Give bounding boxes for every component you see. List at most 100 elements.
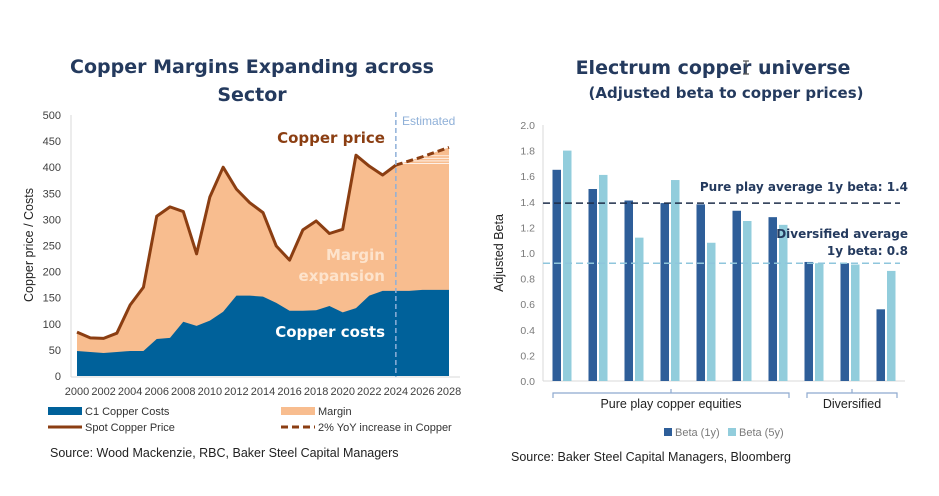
legend-label-margin: Margin <box>318 406 352 418</box>
left-source: Source: Wood Mackenzie, RBC, Baker Steel… <box>50 446 399 460</box>
right-legend: Beta (1y) Beta (5y) <box>664 427 784 439</box>
left-x-tick-label: 2006 <box>144 386 168 398</box>
bar-beta-1y <box>876 309 885 381</box>
legend-swatch-costs <box>48 407 82 415</box>
bar-beta-1y <box>696 204 705 381</box>
left-line-layer <box>76 145 450 340</box>
legend-swatch-beta-1y <box>664 428 672 436</box>
bar-beta-1y <box>804 261 813 381</box>
bar-beta-5y <box>887 270 896 381</box>
bar-beta-5y <box>599 174 608 381</box>
right-y-tick-label: 1.8 <box>520 146 535 158</box>
bar-beta-1y <box>732 210 741 381</box>
group-bracket <box>806 389 898 398</box>
left-y-tick-label: 0 <box>55 371 61 383</box>
electrum-beta-chart: Electrum copper universe (Adjusted beta … <box>492 57 908 464</box>
legend-swatch-margin <box>281 407 315 415</box>
right-bars-layer <box>552 150 896 381</box>
right-y-tick-label: 1.4 <box>520 197 535 209</box>
right-y-ticks: 0.0 0.2 0.4 0.6 0.8 1.0 1.2 1.4 1.6 1.8 2.0 <box>520 120 535 388</box>
bar-beta-1y <box>840 263 849 381</box>
bar-beta-5y <box>707 242 716 381</box>
left-x-tick-label: 2026 <box>410 386 434 398</box>
bar-beta-5y <box>635 237 644 381</box>
legend-label-beta-5y: Beta (5y) <box>739 427 784 439</box>
left-y-tick-label: 50 <box>49 345 61 357</box>
right-y-tick-label: 1.0 <box>520 248 535 260</box>
bar-beta-5y <box>743 221 752 381</box>
bar-beta-5y <box>671 180 680 381</box>
spot-copper-price-line <box>76 153 397 340</box>
bar-beta-5y <box>563 150 572 381</box>
left-chart-title-line2: Sector <box>217 84 287 106</box>
left-x-tick-label: 2016 <box>277 386 301 398</box>
copper-costs-area <box>77 289 449 376</box>
right-source: Source: Baker Steel Capital Managers, Bl… <box>511 450 791 464</box>
text-cursor-icon <box>743 60 749 75</box>
right-y-tick-label: 0.0 <box>520 376 535 388</box>
pure-play-average-label: Pure play average 1y beta: 1.4 <box>700 180 908 194</box>
right-y-tick-label: 0.8 <box>520 274 535 286</box>
left-y-tick-label: 150 <box>43 293 61 305</box>
left-y-tick-label: 300 <box>43 214 61 226</box>
left-y-tick-label: 400 <box>43 162 61 174</box>
reference-lines <box>543 202 900 264</box>
left-x-tick-label: 2028 <box>437 386 461 398</box>
legend-swatch-beta-5y <box>728 428 736 436</box>
legend-label-beta-1y: Beta (1y) <box>675 427 720 439</box>
right-y-axis-label: Adjusted Beta <box>492 214 506 292</box>
diversified-average-label-line2: 1y beta: 0.8 <box>827 244 908 258</box>
right-chart-title: Electrum copper universe <box>576 57 851 79</box>
left-y-tick-label: 350 <box>43 188 61 200</box>
bar-beta-5y <box>815 263 824 381</box>
left-y-tick-label: 500 <box>43 110 61 122</box>
bar-beta-5y <box>779 224 788 381</box>
bar-beta-1y <box>624 200 633 381</box>
group-label: Diversified <box>823 397 881 411</box>
left-x-tick-label: 2014 <box>251 386 275 398</box>
left-x-tick-label: 2022 <box>357 386 381 398</box>
right-y-tick-label: 0.4 <box>520 325 535 337</box>
right-y-tick-label: 1.6 <box>520 171 535 183</box>
right-y-tick-label: 2.0 <box>520 120 535 132</box>
group-label: Pure play copper equities <box>600 397 741 411</box>
left-y-ticks: 0 50 100 150 200 250 300 350 400 450 500 <box>43 110 61 383</box>
margin-annotation-line1: Margin <box>326 246 385 264</box>
bar-beta-1y <box>660 203 669 381</box>
legend-label-spot-price: Spot Copper Price <box>85 422 175 434</box>
copper-price-annotation: Copper price <box>277 129 385 147</box>
diversified-average-label-line1: Diversified average <box>776 227 908 241</box>
left-x-tick-label: 2002 <box>91 386 115 398</box>
category-groups: Pure play copper equities Diversified <box>552 389 898 411</box>
bar-beta-5y <box>851 264 860 381</box>
margin-annotation-line2: expansion <box>299 267 385 285</box>
legend-label-2pct: 2% YoY increase in Copper <box>318 422 452 434</box>
left-x-tick-label: 2020 <box>330 386 354 398</box>
group-bracket <box>552 389 790 398</box>
left-y-tick-label: 200 <box>43 267 61 279</box>
bar-beta-1y <box>552 169 561 381</box>
right-y-tick-label: 0.2 <box>520 350 535 362</box>
left-x-tick-label: 2008 <box>171 386 195 398</box>
left-x-tick-label: 2012 <box>224 386 248 398</box>
left-area-layer <box>77 147 449 376</box>
left-x-tick-label: 2004 <box>118 386 142 398</box>
left-x-tick-label: 2010 <box>198 386 222 398</box>
estimated-label: Estimated <box>402 114 455 128</box>
right-y-tick-label: 0.6 <box>520 299 535 311</box>
legend-label-costs: C1 Copper Costs <box>85 406 170 418</box>
left-chart-title-line1: Copper Margins Expanding across <box>70 56 434 78</box>
left-x-tick-label: 2024 <box>384 386 408 398</box>
left-x-ticks: 2000 2002 2004 2006 2008 2010 2012 2014 2016 2018… <box>65 386 461 398</box>
right-y-tick-label: 1.2 <box>520 222 535 234</box>
left-y-axis-label: Copper price / Costs <box>22 188 36 302</box>
left-y-tick-label: 250 <box>43 241 61 253</box>
copper-margins-chart: Copper Margins Expanding across Sector C… <box>22 56 461 460</box>
left-legend: C1 Copper Costs Margin Spot Copper Price… <box>48 406 452 434</box>
copper-costs-annotation: Copper costs <box>275 323 385 341</box>
right-chart-subtitle: (Adjusted beta to copper prices) <box>589 84 864 102</box>
left-x-tick-label: 2018 <box>304 386 328 398</box>
left-y-tick-label: 100 <box>43 319 61 331</box>
bar-beta-1y <box>588 189 597 381</box>
